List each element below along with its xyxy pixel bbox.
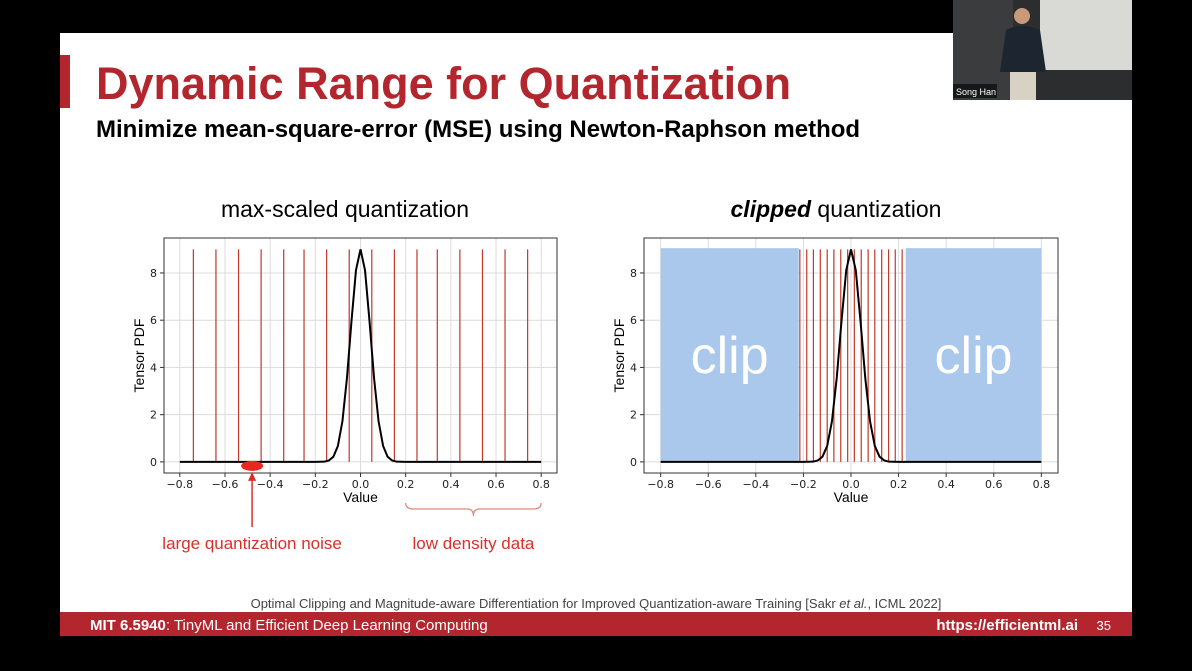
- citation-italic: et al.: [839, 596, 867, 611]
- speaker-head: [1014, 8, 1030, 24]
- plot: −0.8 −0.6 −0.4 −0.2 0.0 0.2 0.4 0.6 0.8 0 2 4 6 8 Valu…: [131, 237, 558, 553]
- clip-region: [905, 248, 1042, 462]
- footer-url[interactable]: https://efficientml.ai: [936, 617, 1078, 634]
- page-number: 35: [1097, 618, 1111, 633]
- y-tick-label: 2: [630, 409, 637, 422]
- y-tick-label: 6: [150, 314, 157, 327]
- y-tick-label: 8: [150, 267, 157, 280]
- clip-label: clip: [691, 327, 769, 385]
- noise-marker: [241, 460, 264, 471]
- y-tick-label: 8: [630, 267, 637, 280]
- citation: Optimal Clipping and Magnitude-aware Dif…: [251, 596, 942, 611]
- slide-title: Dynamic Range for Quantization: [96, 58, 791, 109]
- footer-bar: [60, 612, 1132, 636]
- clip-label: clip: [935, 327, 1013, 385]
- video-inset: Song Han: [953, 0, 1132, 100]
- x-tick-label: 0.4: [937, 478, 955, 491]
- x-tick-label: 0.4: [442, 478, 460, 491]
- arrow-head: [248, 471, 257, 481]
- x-tick-label: −0.4: [257, 478, 284, 491]
- annotation-brace: [405, 502, 542, 517]
- chart-title: max-scaled quantization: [221, 196, 469, 222]
- x-tick-label: 0.8: [532, 478, 550, 491]
- x-axis-label: Value: [343, 489, 378, 505]
- pdf-curve: [179, 249, 542, 463]
- x-tick-label: 0.2: [890, 478, 908, 491]
- speaker-name: Song Han: [956, 87, 996, 97]
- x-tick-label: −0.2: [302, 478, 329, 491]
- speaker-legs: [1010, 72, 1036, 100]
- y-tick-label: 4: [630, 361, 637, 374]
- x-tick-label: 0.8: [1033, 478, 1051, 491]
- x-tick-label: 0.6: [487, 478, 505, 491]
- x-tick-label: 0.0: [842, 478, 860, 491]
- clip-region: [660, 248, 799, 462]
- footer-course: MIT 6.5940: TinyML and Efficient Deep Le…: [90, 617, 488, 634]
- x-tick-label: −0.4: [742, 478, 769, 491]
- x-tick-label: −0.6: [212, 478, 239, 491]
- y-tick-label: 6: [630, 314, 637, 327]
- x-tick-label: 0.0: [352, 478, 370, 491]
- x-axis-label: Value: [834, 489, 869, 505]
- title-accent: [60, 55, 70, 108]
- chart-title-emphasis: clipped: [731, 196, 812, 222]
- y-axis-label: Tensor PDF: [131, 319, 147, 393]
- annotation: low density data: [412, 534, 534, 553]
- x-tick-label: −0.2: [790, 478, 817, 491]
- pdf-curve: [660, 249, 1042, 463]
- y-tick-label: 4: [150, 361, 157, 374]
- x-tick-label: 0.2: [397, 478, 415, 491]
- y-tick-label: 2: [150, 409, 157, 422]
- citation-text: , ICML 2022]: [867, 596, 941, 611]
- slide-subtitle: Minimize mean-square-error (MSE) using N…: [96, 116, 860, 143]
- board: [953, 0, 1013, 100]
- speaker-body: [1000, 26, 1046, 72]
- wall: [1040, 0, 1132, 70]
- x-tick-label: −0.8: [647, 478, 674, 491]
- x-tick-label: 0.6: [985, 478, 1003, 491]
- name-tag: [953, 84, 997, 98]
- y-tick-label: 0: [630, 456, 637, 469]
- course-code: MIT 6.5940: [90, 617, 166, 634]
- course-name: : TinyML and Efficient Deep Learning Com…: [166, 617, 488, 634]
- y-axis-label: Tensor PDF: [611, 319, 627, 393]
- y-tick-label: 0: [150, 456, 157, 469]
- chart-title-rest: quantization: [811, 196, 941, 222]
- x-tick-label: −0.8: [166, 478, 193, 491]
- citation-text: Optimal Clipping and Magnitude-aware Dif…: [251, 596, 840, 611]
- x-tick-label: −0.6: [695, 478, 722, 491]
- chart-title: clipped quantization: [731, 196, 942, 222]
- annotation: large quantization noise: [162, 534, 342, 553]
- plot: clip clip −0.8 −0.6 −0.4 −0.2 0.0 0.2 0.4 0.6 0.8 0…: [611, 237, 1059, 505]
